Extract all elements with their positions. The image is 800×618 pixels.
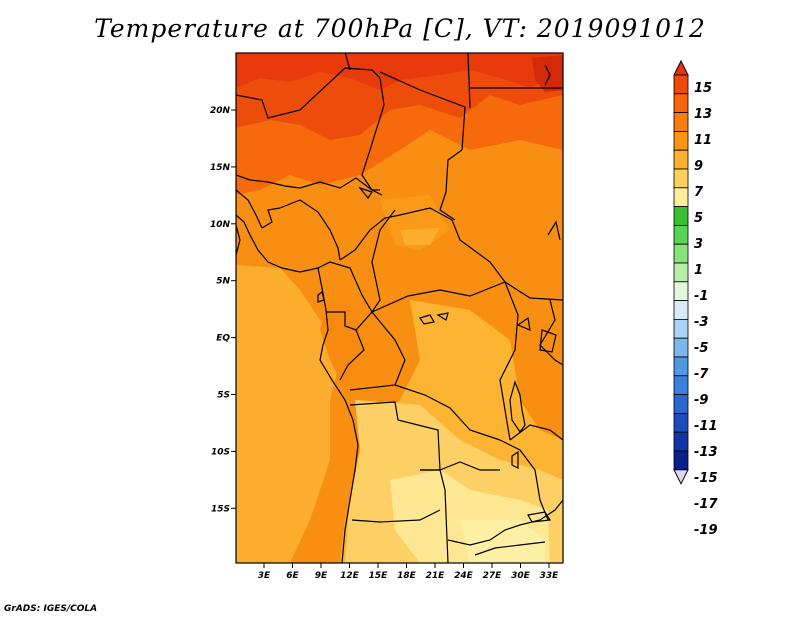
- lat-tick-label: 10N: [210, 220, 231, 230]
- lon-tick-label: 33E: [540, 571, 560, 581]
- lon-tick-label: 3E: [258, 571, 271, 581]
- colorbar-label: 7: [694, 185, 704, 200]
- grads-credit: GrADS: IGES/COLA: [4, 604, 98, 614]
- field-band-13-hot: [236, 53, 560, 90]
- colorbar: 15 13 11 9 7 5 3 1 -1 -3 -5 -7 -9 -11 -13 -15 -17 -19: [673, 59, 718, 538]
- lat-tick-label: 15N: [210, 163, 231, 173]
- lon-tick-label: 15E: [369, 571, 389, 581]
- lat-tick-label: 10S: [211, 447, 230, 457]
- lon-tick-label: 12E: [340, 571, 360, 581]
- colorbar-label: 9: [694, 159, 703, 174]
- colorbar-label: 5: [694, 211, 703, 226]
- lon-tick-label: 24E: [454, 571, 474, 581]
- colorbar-swatch: [673, 187, 689, 208]
- colorbar-label: 13: [694, 107, 712, 122]
- colorbar-swatch: [673, 224, 689, 245]
- lon-tick-label: 21E: [426, 571, 446, 581]
- colorbar-swatch: [673, 281, 689, 301]
- colorbar-swatch: [673, 394, 689, 414]
- colorbar-label: -13: [694, 445, 718, 460]
- colorbar-swatch: [673, 206, 689, 226]
- colorbar-swatch: [673, 149, 689, 170]
- colorbar-label: -5: [694, 341, 708, 356]
- colorbar-label: 1: [694, 263, 703, 278]
- lat-tick-label: EQ: [216, 334, 230, 344]
- colorbar-swatch: [673, 300, 689, 320]
- field-patch-congo: [320, 300, 360, 390]
- lat-tick-label: 20N: [210, 106, 231, 116]
- colorbar-swatch: [673, 337, 689, 358]
- colorbar-label: -1: [694, 289, 708, 304]
- lat-tick-label: 15S: [211, 504, 230, 514]
- country-borders: [236, 53, 563, 563]
- colorbar-label: -9: [694, 393, 708, 408]
- colorbar-label: -19: [694, 523, 718, 538]
- colorbar-label: 11: [694, 133, 712, 148]
- colorbar-arrow-bottom: [673, 469, 689, 485]
- longitude-axis: 3E 6E 9E 12E 15E 18E 21E 24E 27E 30E 33E: [258, 563, 559, 581]
- colorbar-label: 15: [694, 81, 712, 96]
- lon-tick-label: 18E: [397, 571, 417, 581]
- lon-tick-label: 27E: [483, 571, 503, 581]
- lon-tick-label: 6E: [286, 571, 299, 581]
- colorbar-swatch: [673, 356, 689, 377]
- colorbar-swatch: [673, 243, 689, 264]
- colorbar-swatch: [673, 375, 689, 395]
- lon-tick-label: 9E: [315, 571, 328, 581]
- latitude-axis: 20N 15N 10N 5N EQ 5S 10S 15S: [210, 106, 236, 514]
- chart-title: Temperature at 700hPa [C], VT: 201909101…: [94, 14, 706, 43]
- colorbar-label: -17: [694, 497, 718, 512]
- colorbar-swatch: [673, 431, 689, 452]
- field-patch-chad2: [400, 228, 440, 245]
- colorbar-label: -7: [694, 367, 709, 382]
- colorbar-swatch: [673, 262, 689, 283]
- colorbar-label: -3: [694, 315, 708, 330]
- colorbar-label: -15: [694, 471, 718, 486]
- colorbar-swatch: [673, 168, 689, 189]
- field-band-13: [236, 53, 563, 140]
- colorbar-swatch: [673, 450, 689, 471]
- colorbar-swatch: [673, 130, 689, 151]
- colorbar-swatch: [673, 112, 689, 132]
- colorbar-label: -11: [694, 419, 718, 434]
- field-band-7-west2: [236, 330, 290, 430]
- lat-tick-label: 5N: [216, 277, 230, 287]
- colorbar-swatch: [673, 318, 689, 339]
- colorbar-label: 3: [694, 237, 703, 252]
- colorbar-arrow-top: [673, 59, 689, 76]
- colorbar-swatch: [673, 74, 689, 95]
- colorbar-swatch: [673, 93, 689, 114]
- lon-tick-label: 30E: [511, 571, 531, 581]
- colorbar-swatch: [673, 412, 689, 433]
- map-frame: [235, 52, 564, 564]
- lat-tick-label: 5S: [217, 391, 230, 401]
- temperature-field: [236, 53, 563, 563]
- field-hotspot-ne: [532, 55, 563, 92]
